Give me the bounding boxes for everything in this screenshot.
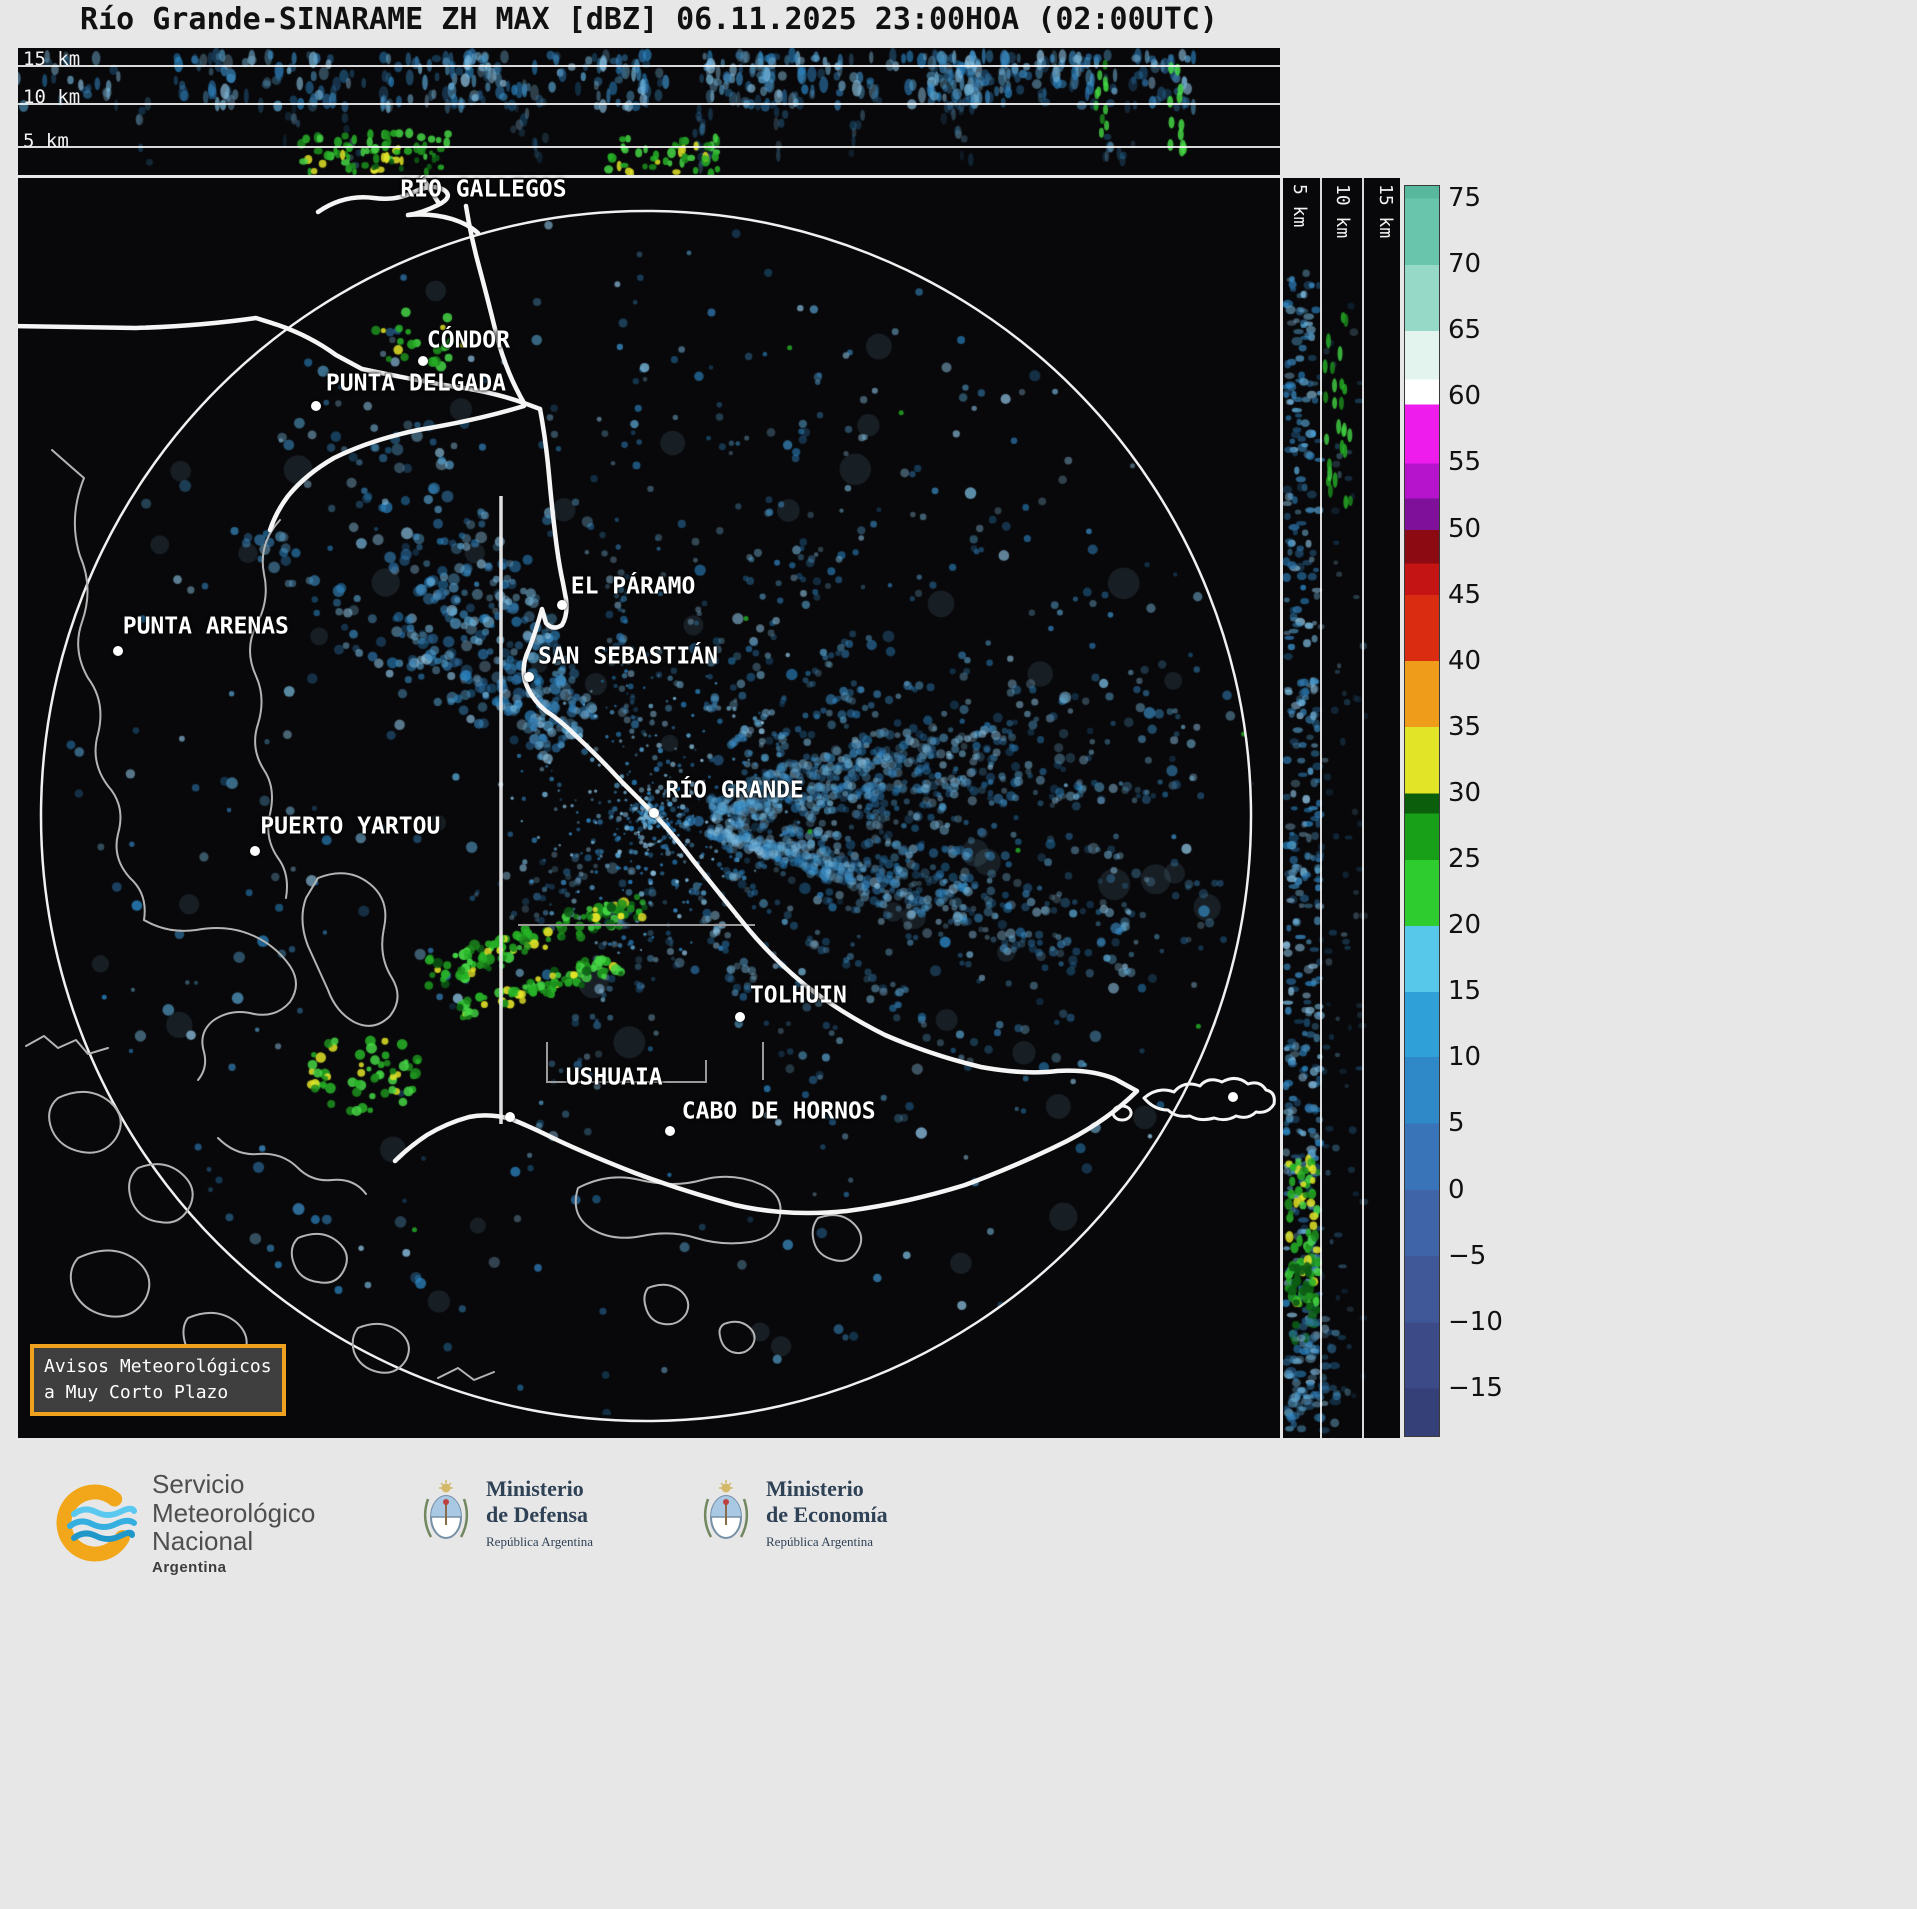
height-label-10km: 10 km [23,86,81,108]
map-place-label: CABO DE HORNOS [681,1098,876,1125]
coat-of-arms-icon [423,1479,469,1539]
map-overlay-svg [18,178,1276,1423]
gridline-5km-vertical [1320,178,1322,1438]
map-place-dot [250,845,261,856]
map-place-dot [665,1125,676,1136]
warning-box[interactable]: Avisos Meteorológicos a Muy Corto Plazo [30,1344,286,1417]
gridline-10km [18,103,1280,105]
right-cross-section-panel: 5 km 10 km 15 km [1283,178,1400,1438]
smn-line-3: Nacional [152,1526,254,1557]
height-label-5km: 5 km [23,130,69,152]
map-place-label: RÍO GALLEGOS [400,176,567,203]
map-place-dot [1228,1091,1239,1102]
colorbar-tick-label: 25 [1448,844,1482,874]
coastlines-white [18,178,1276,1216]
colorbar-gradient [1405,186,1439,1436]
ministerio-economia-branding: Ministerio de Economía República Argenti… [700,1476,888,1549]
colorbar-tick-labels: 75 70 65 60 55 50 45 40 35 30 25 20 15 10 5 0 −5 −10 −15 [1448,183,1528,1435]
ministerio-defensa-branding: Ministerio de Defensa República Argentin… [420,1476,593,1549]
map-place-dot [649,808,660,819]
defensa-text: Ministerio de Defensa República Argentin… [486,1476,593,1549]
colorbar-tick-label: 45 [1448,579,1482,610]
range-ring [39,209,1253,1423]
warning-line-2: a Muy Corto Plazo [44,1382,229,1404]
smn-line-2: Meteorológico [152,1497,316,1528]
map-place-dot [556,600,567,611]
defensa-line-3: República Argentina [486,1533,593,1549]
dbz-colorbar [1404,185,1440,1437]
map-place-label: PUNTA DELGADA [325,370,506,397]
economia-line-1: Ministerio [766,1476,864,1501]
map-place-dot [524,671,535,682]
colorbar-tick-label: 55 [1448,447,1482,478]
economia-text: Ministerio de Economía República Argenti… [766,1476,888,1549]
colorbar-tick-label: 70 [1448,249,1482,280]
economia-line-3: República Argentina [766,1533,873,1549]
map-place-label: PUERTO YARTOU [260,813,441,840]
top-cross-section-panel: 15 km 10 km 5 km [18,48,1280,175]
map-place-label: CÓNDOR [426,327,510,354]
colorbar-tick-label: 75 [1448,183,1482,213]
smn-branding: Servicio Meteorológico Nacional Argentin… [52,1470,315,1576]
height-label-15km: 15 km [23,48,81,70]
map-place-label: USHUAIA [565,1064,663,1091]
height-label-5km-vertical: 5 km [1289,184,1310,228]
map-place-dot [418,355,429,366]
right-cross-section-echo-canvas [1283,178,1400,1438]
radar-map-panel: RÍO GALLEGOS CÓNDOR PUNTA DELGADA EL PÁRAMO… [18,176,1280,1438]
coat-of-arms-icon [703,1479,749,1539]
colorbar-tick-label: 40 [1448,645,1482,676]
colorbar-tick-label: 0 [1448,1174,1465,1205]
smn-line-1: Servicio [152,1469,245,1499]
colorbar-tick-label: 10 [1448,1042,1482,1073]
admin-borders [518,924,764,1083]
map-place-dot [112,645,123,656]
height-label-15km-vertical: 15 km [1375,184,1396,239]
colorbar-tick-label: 65 [1448,315,1482,346]
map-place-dot [310,401,321,412]
colorbar-tick-label: −15 [1448,1372,1503,1403]
colorbar-tick-label: 15 [1448,976,1482,1007]
smn-logo-icon [56,1484,137,1562]
defensa-line-1: Ministerio [486,1476,584,1501]
map-place-label: RÍO GRANDE [665,777,804,804]
map-place-label: PUNTA ARENAS [122,613,289,640]
economia-line-2: de Economía [766,1502,888,1528]
page-title: Río Grande-SINARAME ZH MAX [dBZ] 06.11.2… [80,2,1218,37]
colorbar-tick-label: −5 [1448,1240,1487,1271]
map-place-label: SAN SEBASTIÁN [537,643,718,670]
defensa-line-2: de Defensa [486,1502,589,1528]
colorbar-tick-label: 20 [1448,910,1482,941]
colorbar-tick-label: 30 [1448,777,1482,808]
smn-line-4: Argentina [152,1558,227,1576]
height-label-10km-vertical: 10 km [1332,184,1353,239]
map-labels-layer: RÍO GALLEGOS CÓNDOR PUNTA DELGADA EL PÁRAMO… [18,176,1280,1438]
map-place-dot [505,1111,516,1122]
colorbar-tick-label: 50 [1448,513,1482,544]
map-place-dot [734,1012,745,1023]
colorbar-tick-label: 5 [1448,1108,1465,1139]
colorbar-tick-label: −10 [1448,1306,1503,1337]
map-place-label: TOLHUIN [749,982,847,1009]
colorbar-tick-label: 60 [1448,381,1482,412]
top-cross-section-echo-canvas [18,48,1280,175]
gridline-5km [18,146,1280,148]
smn-text: Servicio Meteorológico Nacional Argentin… [152,1470,315,1576]
gridline-10km-vertical [1362,178,1364,1438]
gridline-15km [18,65,1280,67]
colorbar-tick-label: 35 [1448,711,1482,742]
map-place-label: EL PÁRAMO [570,573,696,600]
warning-line-1: Avisos Meteorológicos [44,1356,272,1377]
